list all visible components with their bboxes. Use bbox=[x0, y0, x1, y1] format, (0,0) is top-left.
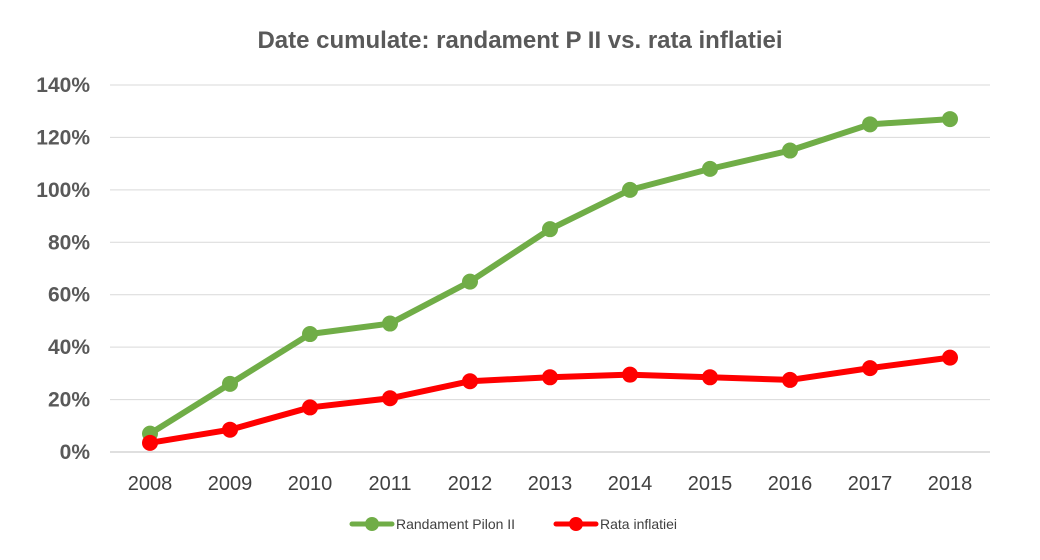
data-point bbox=[462, 373, 478, 390]
data-point bbox=[782, 142, 798, 159]
y-tick-label: 40% bbox=[48, 336, 90, 359]
data-point bbox=[942, 349, 958, 366]
x-tick-label: 2017 bbox=[848, 473, 893, 495]
data-point bbox=[462, 273, 478, 290]
y-tick-label: 120% bbox=[36, 126, 90, 149]
data-point bbox=[862, 360, 878, 377]
x-tick-label: 2009 bbox=[208, 473, 253, 495]
legend-swatch-marker bbox=[365, 517, 379, 531]
x-tick-label: 2010 bbox=[288, 473, 333, 495]
y-tick-label: 100% bbox=[36, 179, 90, 202]
y-tick-label: 20% bbox=[48, 389, 90, 412]
data-point bbox=[142, 434, 158, 451]
data-point bbox=[622, 366, 638, 383]
legend-label: Randament Pilon II bbox=[396, 516, 515, 532]
gridlines bbox=[110, 84, 990, 453]
y-tick-label: 140% bbox=[36, 74, 90, 97]
legend: Randament Pilon II Rata inflatiei bbox=[349, 516, 677, 532]
data-point bbox=[862, 116, 878, 133]
legend-swatch-marker bbox=[569, 517, 583, 531]
data-point bbox=[702, 160, 718, 177]
data-point bbox=[302, 326, 318, 343]
y-axis-ticks: 0% 20% 40% 60% 80% 100% 120% 140% bbox=[36, 74, 90, 464]
x-tick-label: 2008 bbox=[128, 473, 173, 495]
data-point bbox=[622, 181, 638, 198]
series-lines bbox=[142, 111, 958, 451]
data-point bbox=[542, 221, 558, 238]
chart-title: Date cumulate: randament P II vs. rata i… bbox=[257, 27, 782, 54]
x-tick-label: 2015 bbox=[688, 473, 733, 495]
x-tick-label: 2016 bbox=[768, 473, 813, 495]
x-tick-label: 2014 bbox=[608, 473, 653, 495]
data-point bbox=[382, 390, 398, 407]
x-axis-ticks: 2008 2009 2010 2011 2012 2013 2014 2015 2016 2017… bbox=[128, 473, 973, 495]
y-tick-label: 0% bbox=[60, 441, 91, 464]
data-point bbox=[942, 111, 958, 128]
series-line bbox=[147, 116, 953, 437]
data-point bbox=[542, 369, 558, 386]
y-tick-label: 80% bbox=[48, 231, 90, 254]
data-point bbox=[302, 399, 318, 416]
data-point bbox=[702, 369, 718, 386]
legend-label: Rata inflatiei bbox=[600, 516, 677, 532]
x-tick-label: 2018 bbox=[928, 473, 973, 495]
data-point bbox=[222, 375, 238, 392]
legend-item-pilon-ii[interactable]: Randament Pilon II bbox=[349, 516, 515, 532]
legend-item-rata-inflatiei[interactable]: Rata inflatiei bbox=[553, 516, 677, 532]
x-tick-label: 2012 bbox=[448, 473, 493, 495]
data-point bbox=[782, 371, 798, 388]
data-point bbox=[382, 315, 398, 332]
x-tick-label: 2011 bbox=[368, 473, 411, 495]
x-tick-label: 2013 bbox=[528, 473, 573, 495]
data-point bbox=[222, 421, 238, 438]
y-tick-label: 60% bbox=[48, 284, 90, 307]
